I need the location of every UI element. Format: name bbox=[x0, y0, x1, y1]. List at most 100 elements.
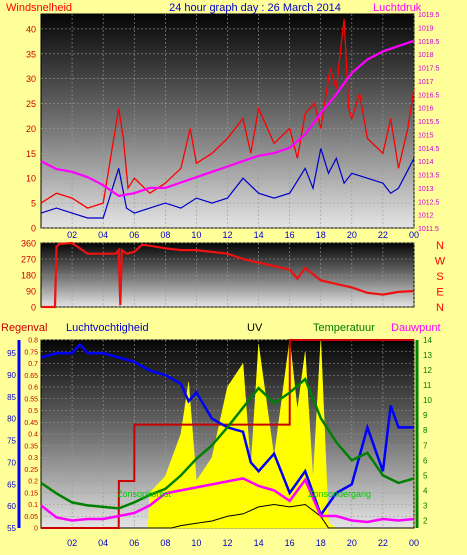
rain-tick-label: 0.75 bbox=[24, 349, 38, 356]
wind-tick-label: 30 bbox=[26, 74, 36, 84]
rain-tick-label: 0.3 bbox=[28, 455, 38, 462]
humidity-tick-label: 60 bbox=[7, 502, 16, 511]
compass-label: N bbox=[436, 240, 444, 252]
pressure-tick-label: 1014.5 bbox=[418, 146, 440, 153]
rain-tick-label: 0.1 bbox=[28, 502, 38, 509]
temperature-tick-label: 2 bbox=[423, 516, 428, 525]
direction-series bbox=[41, 241, 415, 309]
compass-label: S bbox=[436, 271, 443, 283]
hour-tick-label: 04 bbox=[98, 230, 108, 240]
hour-tick-label: 12 bbox=[222, 230, 232, 240]
hour-tick-label: 18 bbox=[316, 230, 326, 240]
rain-line bbox=[41, 339, 414, 529]
hour-tick-label: 06 bbox=[129, 538, 139, 548]
wind-tick-label: 10 bbox=[26, 174, 36, 184]
wind-pressure-panel: 05101520253035401011.510121012.510131013… bbox=[26, 12, 440, 240]
humidity-tick-label: 80 bbox=[7, 415, 16, 424]
humidity-tick-label: 90 bbox=[7, 371, 16, 380]
uv-area bbox=[41, 339, 414, 529]
temperature-tick-label: 8 bbox=[423, 426, 428, 435]
hour-tick-label: 20 bbox=[347, 538, 357, 548]
pressure-tick-label: 1018 bbox=[418, 52, 434, 59]
climate-axes: 0 0.05 0.1 0.15 0.2 0.25 0.3 0.35 0.4 0.45 0.5 0.55… bbox=[7, 336, 432, 548]
humidity-tick-label: 65 bbox=[7, 480, 16, 489]
pressure-tick-label: 1011.5 bbox=[418, 226, 439, 233]
wind-average-line bbox=[40, 148, 415, 219]
hour-tick-label: 16 bbox=[285, 230, 295, 240]
rain-tick-label: 0 bbox=[34, 526, 38, 533]
sunset-annotation: Zonsondergang bbox=[308, 489, 371, 499]
climate-series bbox=[40, 339, 415, 529]
compass-label: W bbox=[435, 256, 446, 268]
hour-tick-label: 06 bbox=[129, 230, 139, 240]
humidity-tick-label: 75 bbox=[7, 437, 16, 446]
hour-tick-label: 14 bbox=[254, 538, 264, 548]
temperature-tick-label: 3 bbox=[423, 501, 428, 510]
pressure-tick-label: 1013.5 bbox=[418, 173, 440, 180]
pressure-tick-label: 1014 bbox=[418, 159, 434, 166]
pressure-tick-label: 1012.5 bbox=[418, 199, 440, 206]
temperature-tick-label: 6 bbox=[423, 456, 428, 465]
pressure-tick-label: 1019.5 bbox=[418, 12, 440, 19]
hour-tick-label: 10 bbox=[191, 538, 201, 548]
humidity-tick-label: 55 bbox=[7, 524, 16, 533]
dewpoint-label: Dauwpunt bbox=[391, 322, 441, 334]
direction-tick-label: 180 bbox=[21, 271, 36, 281]
hour-tick-label: 02 bbox=[67, 230, 77, 240]
direction-tick-label: 90 bbox=[26, 287, 36, 297]
climate-panel: 0 0.05 0.1 0.15 0.2 0.25 0.3 0.35 0.4 0.45 0.5 0.55… bbox=[7, 336, 432, 548]
rain-tick-label: 0.55 bbox=[24, 396, 38, 403]
temperature-tick-label: 5 bbox=[423, 471, 428, 480]
wind-gust-line bbox=[40, 18, 415, 209]
chart-title: 24 hour graph day : 26 March 2014 bbox=[169, 2, 341, 14]
rain-tick-label: 0.15 bbox=[24, 490, 38, 497]
temperature-label: Temperatuur bbox=[313, 322, 375, 334]
humidity-tick-label: 95 bbox=[7, 349, 16, 358]
hour-tick-label: 04 bbox=[98, 538, 108, 548]
temperature-tick-label: 7 bbox=[423, 441, 428, 450]
rain-tick-label: 0.45 bbox=[24, 420, 38, 427]
compass-label: N bbox=[436, 302, 444, 314]
pressure-tick-label: 1015.5 bbox=[418, 119, 440, 126]
hour-tick-label: 22 bbox=[378, 538, 388, 548]
wind-tick-label: 20 bbox=[26, 124, 36, 134]
direction-tick-label: 0 bbox=[31, 303, 36, 313]
wind-tick-label: 5 bbox=[31, 199, 36, 209]
temperature-tick-label: 4 bbox=[423, 486, 428, 495]
rain-tick-label: 0.2 bbox=[28, 479, 38, 486]
temperature-tick-label: 10 bbox=[423, 396, 432, 405]
hour-tick-label: 20 bbox=[347, 230, 357, 240]
temperature-tick-label: 14 bbox=[423, 336, 432, 345]
dewpoint-line bbox=[40, 477, 415, 524]
rain-tick-label: 0.8 bbox=[28, 338, 38, 345]
wind-speed-label: Windsnelheid bbox=[6, 2, 72, 14]
hour-tick-label: 14 bbox=[254, 230, 264, 240]
pressure-line bbox=[40, 39, 415, 198]
rain-tick-label: 0.5 bbox=[28, 408, 38, 415]
humidity-tick-label: 85 bbox=[7, 393, 16, 402]
hour-tick-label: 10 bbox=[191, 230, 201, 240]
pressure-tick-label: 1013 bbox=[418, 186, 434, 193]
wind-axes: 05101520253035401011.510121012.510131013… bbox=[26, 12, 440, 240]
wind-tick-label: 25 bbox=[26, 99, 36, 109]
rain-tick-label: 0.05 bbox=[24, 514, 38, 521]
rain-tick-label: 0.6 bbox=[28, 385, 38, 392]
hour-tick-label: 12 bbox=[222, 538, 232, 548]
temperature-tick-label: 12 bbox=[423, 366, 432, 375]
temperature-tick-label: 13 bbox=[423, 351, 432, 360]
hour-tick-label: 16 bbox=[285, 538, 295, 548]
pressure-tick-label: 1016.5 bbox=[418, 92, 440, 99]
pressure-tick-label: 1016 bbox=[418, 106, 434, 113]
hour-tick-label: 18 bbox=[316, 538, 326, 548]
hour-tick-label: 22 bbox=[378, 230, 388, 240]
hour-tick-label: 02 bbox=[67, 538, 77, 548]
wind-tick-label: 40 bbox=[26, 24, 36, 34]
pressure-tick-label: 1015 bbox=[418, 132, 434, 139]
pressure-label: Luchtdruk bbox=[373, 2, 422, 14]
sunrise-annotation: Zonsopkomst bbox=[117, 489, 172, 499]
wind-panel-background bbox=[40, 13, 415, 229]
solar-line bbox=[41, 503, 414, 529]
rain-label: Regenval bbox=[1, 322, 47, 334]
